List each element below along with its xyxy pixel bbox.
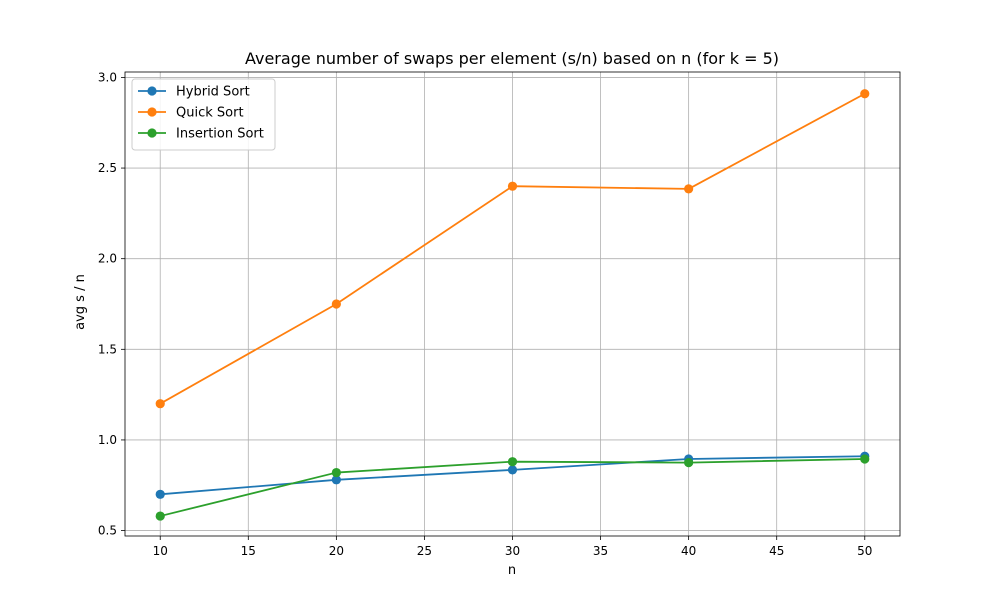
grid bbox=[125, 72, 900, 536]
legend-label: Quick Sort bbox=[176, 106, 244, 121]
x-tick-label: 15 bbox=[241, 544, 256, 558]
y-tick-label: 2.0 bbox=[98, 252, 117, 266]
y-tick-label: 1.5 bbox=[98, 342, 117, 356]
y-axis-label: avg s / n bbox=[73, 274, 88, 330]
data-point bbox=[507, 457, 518, 467]
data-point bbox=[331, 299, 341, 309]
data-point bbox=[684, 457, 694, 468]
plot-frame bbox=[124, 71, 901, 537]
x-tick-label: 10 bbox=[153, 544, 168, 558]
legend-marker bbox=[147, 86, 157, 96]
data-point bbox=[331, 475, 341, 485]
y-tick-label: 1.0 bbox=[98, 433, 117, 447]
data-point bbox=[684, 184, 694, 194]
y-tick-label: 2.5 bbox=[98, 161, 117, 175]
x-tick-label: 25 bbox=[417, 544, 432, 558]
legend-label: Insertion Sort bbox=[176, 127, 264, 142]
legend-marker bbox=[147, 107, 157, 117]
data-point bbox=[155, 511, 165, 521]
data-point bbox=[507, 465, 518, 475]
legend-marker bbox=[147, 128, 157, 138]
series-layer bbox=[155, 89, 870, 521]
legend-box bbox=[131, 78, 276, 151]
y-tick-label: 3.0 bbox=[98, 70, 117, 84]
chart-title: Average number of swaps per element (s/n… bbox=[245, 49, 779, 68]
data-point bbox=[155, 489, 165, 499]
legend-label: Hybrid Sort bbox=[176, 85, 250, 100]
data-point bbox=[507, 181, 518, 191]
legend: Hybrid Sort Quick Sort Insertion Sort bbox=[131, 78, 276, 151]
data-point bbox=[331, 467, 341, 478]
data-point bbox=[860, 454, 870, 464]
x-axis-label: n bbox=[508, 563, 516, 578]
data-point bbox=[860, 89, 870, 99]
y-tick-label: 0.5 bbox=[98, 524, 117, 538]
x-tick-label: 40 bbox=[681, 544, 696, 558]
axes: 10 15 20 25 30 35 40 45 50 0.5 1.0 1.5 2.0 2.5 3.0 bbox=[98, 70, 901, 558]
x-tick-label: 45 bbox=[769, 544, 784, 558]
x-tick-label: 20 bbox=[329, 544, 344, 558]
x-tick-label: 35 bbox=[593, 544, 608, 558]
x-tick-label: 50 bbox=[857, 544, 872, 558]
x-tick-label: 30 bbox=[505, 544, 520, 558]
data-point bbox=[155, 399, 165, 409]
